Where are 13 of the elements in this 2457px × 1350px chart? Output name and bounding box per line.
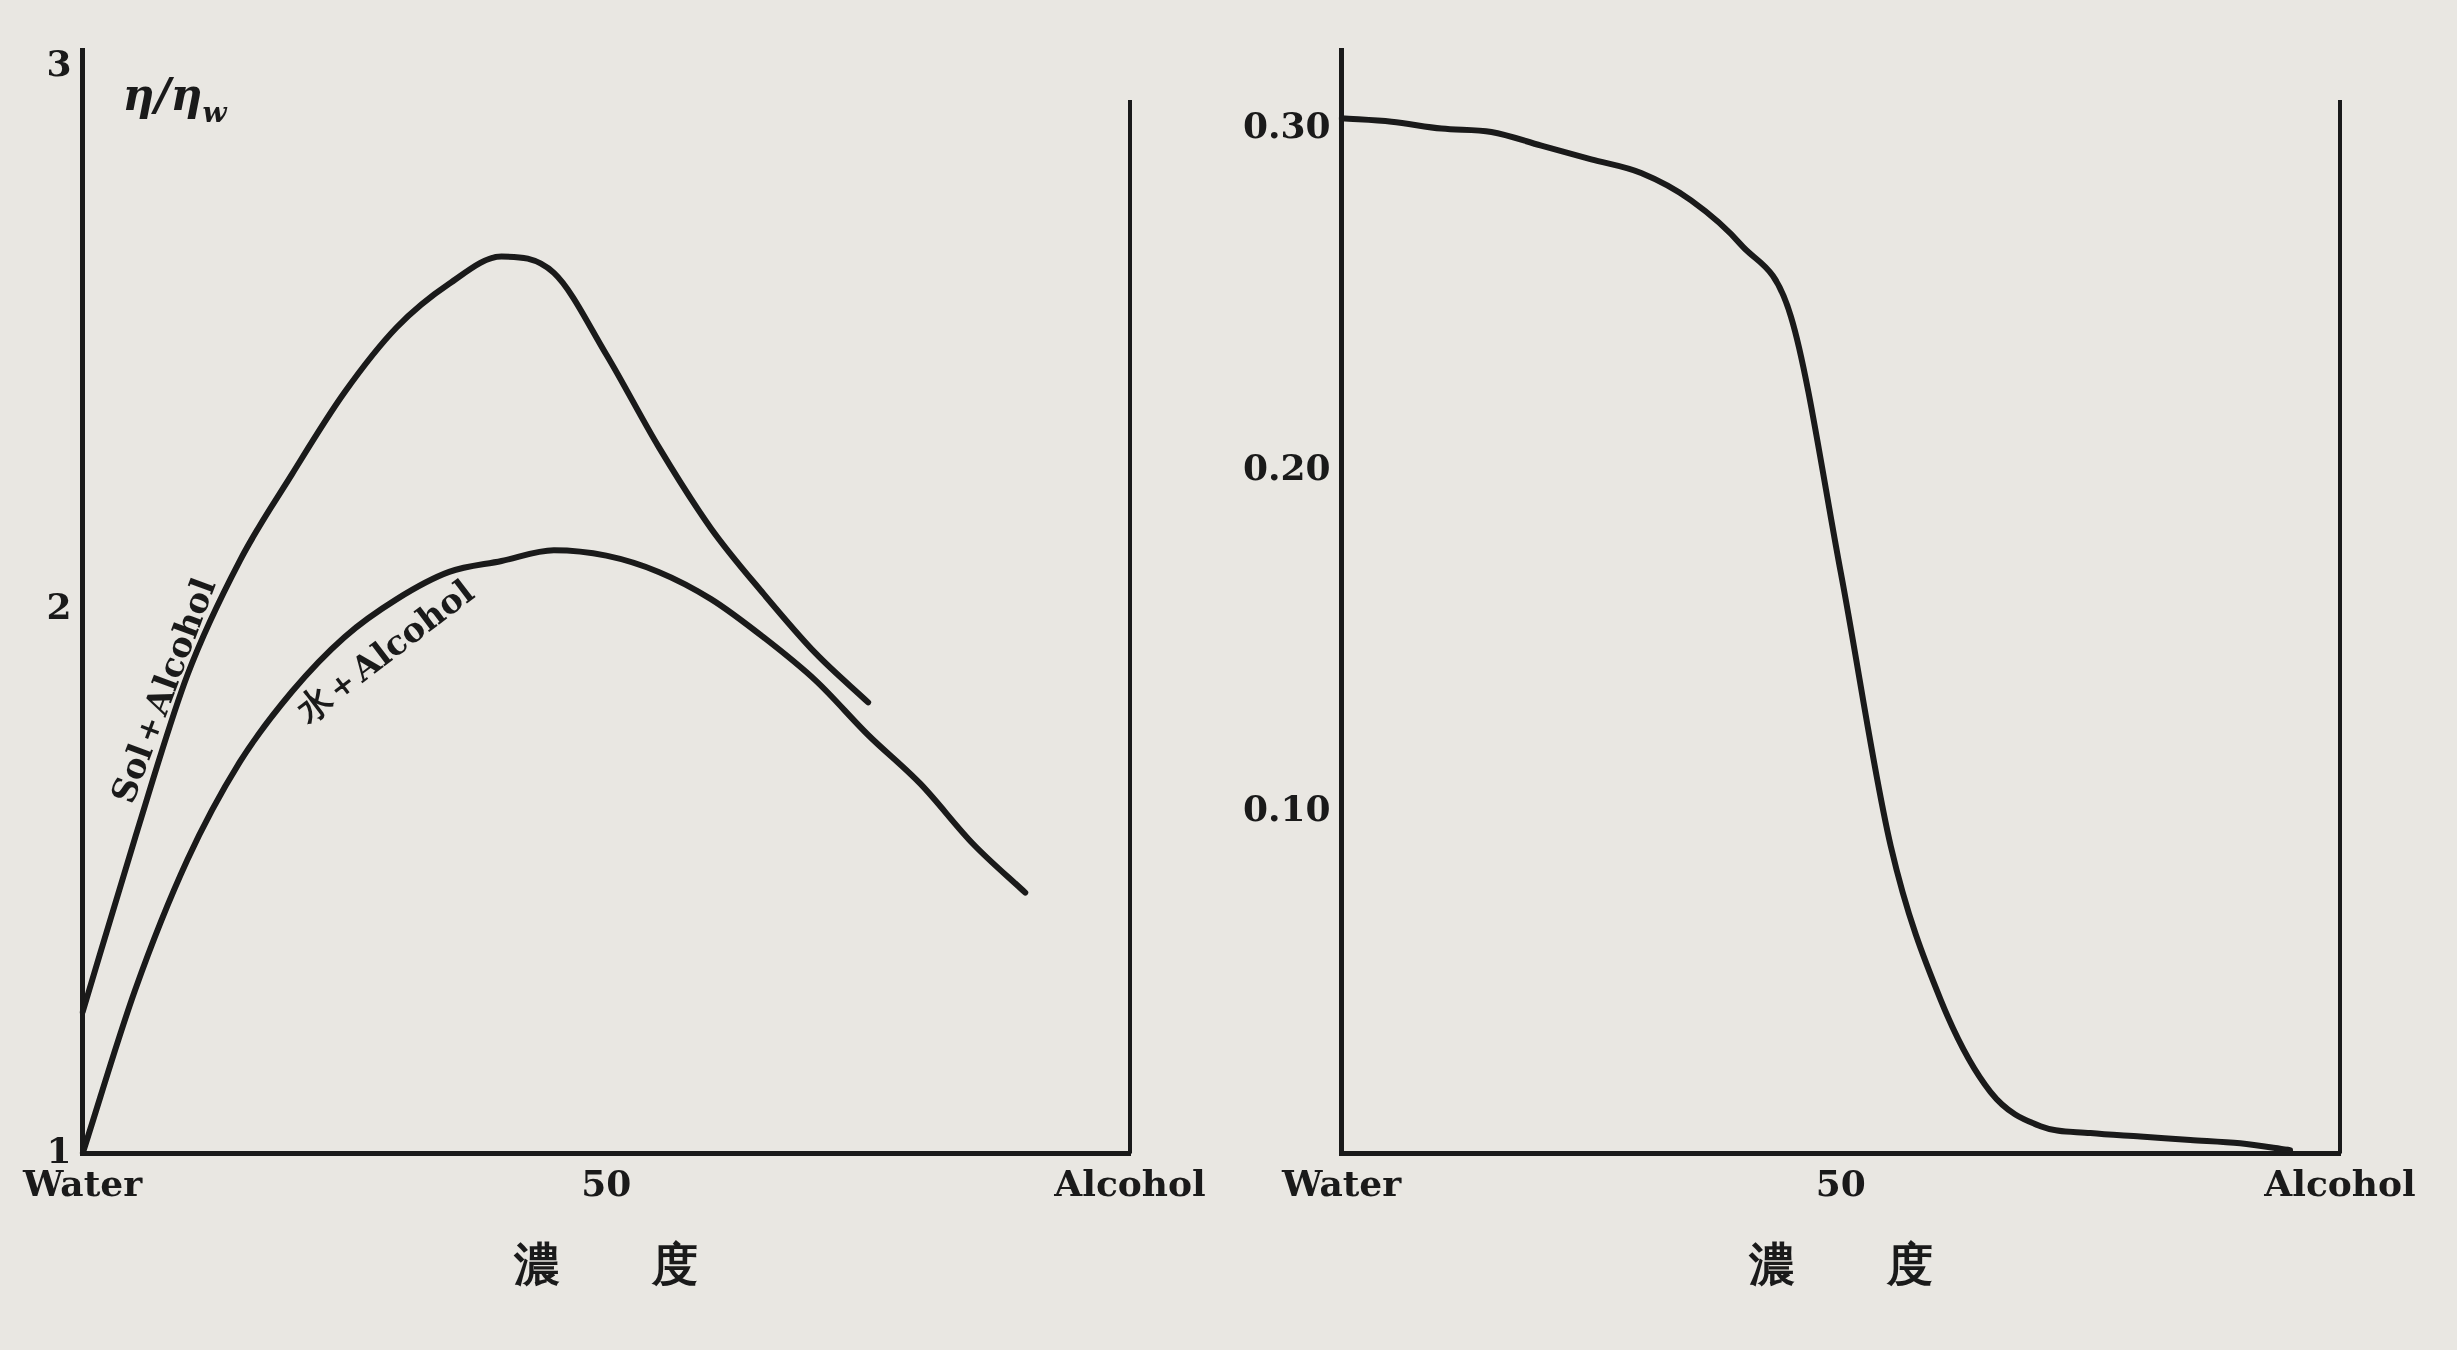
y-tick-label: 3 <box>46 41 72 84</box>
x-tick-label: 50 <box>581 1161 632 1204</box>
y-tick-label: 2 <box>46 585 72 628</box>
x-tick-label: Alcohol <box>2263 1161 2416 1204</box>
y-tick-label: 0.10 <box>1242 787 1331 830</box>
x-axis-title: 濃 度 <box>513 1237 699 1292</box>
y-tick-label: 0.20 <box>1242 445 1331 488</box>
x-tick-label: Water <box>1281 1161 1403 1204</box>
y-tick-label: 0.30 <box>1242 103 1331 146</box>
x-tick-label: Alcohol <box>1053 1161 1206 1204</box>
x-axis-title: 濃 度 <box>1747 1237 1933 1292</box>
y-tick-label: 1 <box>46 1128 72 1171</box>
x-tick-label: 50 <box>1815 1161 1866 1204</box>
